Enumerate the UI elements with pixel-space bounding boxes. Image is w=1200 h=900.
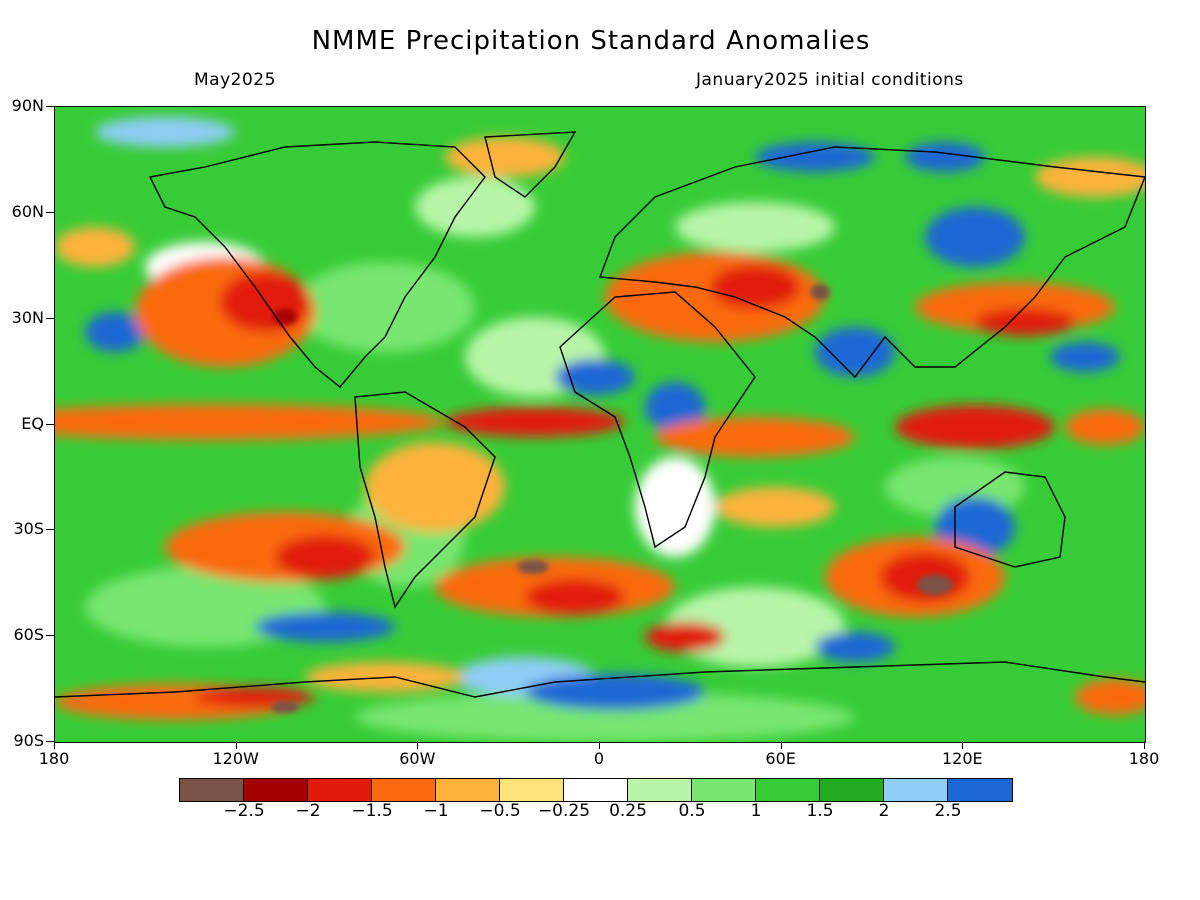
latitude-tick: [46, 106, 54, 107]
latitude-label: 90S: [13, 731, 44, 750]
colorbar-swatch: [948, 779, 1012, 801]
colorbar-swatch: [436, 779, 500, 801]
colorbar-label: 0.25: [609, 801, 647, 821]
latitude-tick: [46, 529, 54, 531]
latitude-label: 60S: [13, 625, 44, 645]
longitude-tick: [962, 741, 964, 749]
anomaly-map: [54, 106, 1146, 743]
longitude-label: 0: [593, 749, 605, 768]
initial-conditions-label: January2025 initial conditions: [696, 70, 964, 90]
latitude-label: 60N: [11, 201, 44, 221]
latitude-tick: [46, 317, 54, 319]
colorbar-swatch: [244, 779, 308, 801]
longitude-tick: [54, 741, 55, 749]
anomaly-field: [55, 107, 1145, 742]
colorbar-swatch: [884, 779, 948, 801]
colorbar-swatch: [500, 779, 564, 801]
colorbar-label: 2: [878, 801, 890, 821]
colorbar-swatch: [692, 779, 756, 801]
latitude-tick: [46, 741, 54, 742]
colorbar-label: 1: [750, 801, 762, 821]
longitude-label: 180: [38, 749, 70, 768]
colorbar-label: −1: [423, 801, 449, 821]
map-title: NMME Precipitation Standard Anomalies: [311, 26, 871, 56]
colorbar-swatch: [180, 779, 244, 801]
longitude-tick: [235, 741, 237, 749]
colorbar-swatch: [756, 779, 820, 801]
colorbar-swatch: [308, 779, 372, 801]
colorbar-label: −0.5: [479, 801, 521, 821]
longitude-tick: [1144, 741, 1145, 749]
colorbar-label: −2: [295, 801, 321, 821]
colorbar-swatch: [820, 779, 884, 801]
anomaly-blobs: [55, 117, 1145, 742]
longitude-label: 180: [1128, 749, 1160, 768]
longitude-label: 120W: [212, 749, 259, 768]
colorbar: [179, 778, 1013, 802]
latitude-label: 30S: [13, 519, 44, 539]
longitude-tick: [599, 741, 600, 749]
latitude-tick: [46, 423, 54, 425]
longitude-tick: [780, 741, 782, 749]
latitude-label: 30N: [11, 307, 44, 327]
colorbar-label: 1.5: [806, 801, 834, 821]
longitude-label: 60E: [765, 749, 796, 768]
latitude-label: 90N: [11, 96, 44, 115]
colorbar-label: −1.5: [351, 801, 393, 821]
colorbar-swatch: [564, 779, 628, 801]
extreme-anomalies: [271, 284, 953, 713]
longitude-label: 60W: [399, 749, 436, 768]
longitude-tick: [417, 741, 419, 749]
longitude-label: 120E: [942, 749, 983, 768]
colorbar-label: 2.5: [934, 801, 962, 821]
coastlines: [55, 131, 1145, 698]
latitude-tick: [46, 211, 54, 213]
colorbar-swatch: [628, 779, 692, 801]
colorbar-label: −0.25: [537, 801, 591, 821]
colorbar-swatch: [372, 779, 436, 801]
colorbar-label: −2.5: [223, 801, 265, 821]
forecast-month: May2025: [194, 70, 276, 90]
latitude-label: EQ: [21, 413, 44, 433]
latitude-tick: [46, 635, 54, 637]
colorbar-label: 0.5: [678, 801, 706, 821]
